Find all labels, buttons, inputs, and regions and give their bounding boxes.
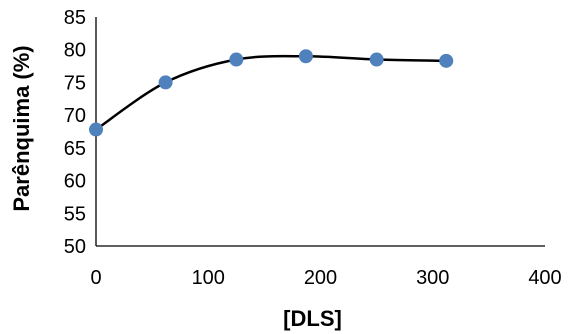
x-tick-label: 400: [528, 267, 561, 289]
data-point: [439, 53, 454, 68]
y-axis-title: Parênquima (%): [9, 45, 34, 211]
axes: [95, 17, 545, 247]
y-tick-label: 60: [64, 171, 86, 193]
x-tick-label: 200: [304, 267, 337, 289]
x-tick-label: 300: [416, 267, 449, 289]
data-points: [89, 49, 454, 137]
y-tick-label: 85: [64, 7, 86, 29]
x-axis-title: [DLS]: [283, 306, 342, 331]
data-point: [229, 52, 244, 67]
y-tick-label: 50: [64, 236, 86, 258]
data-point: [89, 122, 103, 137]
x-tick-labels: 0 100 200 300 400: [90, 267, 561, 289]
data-point: [298, 49, 313, 64]
y-tick-labels: 50 55 60 65 70 75 80 85: [64, 7, 86, 258]
y-tick-label: 75: [64, 72, 86, 94]
x-tick-label: 0: [90, 267, 101, 289]
y-tick-label: 55: [64, 203, 86, 225]
y-tick-label: 70: [64, 105, 86, 127]
series-line: [95, 54, 447, 131]
y-tick-label: 80: [64, 40, 86, 62]
data-point: [158, 75, 173, 90]
data-point: [369, 52, 384, 67]
y-tick-label: 65: [64, 138, 86, 160]
x-tick-label: 100: [192, 267, 225, 289]
